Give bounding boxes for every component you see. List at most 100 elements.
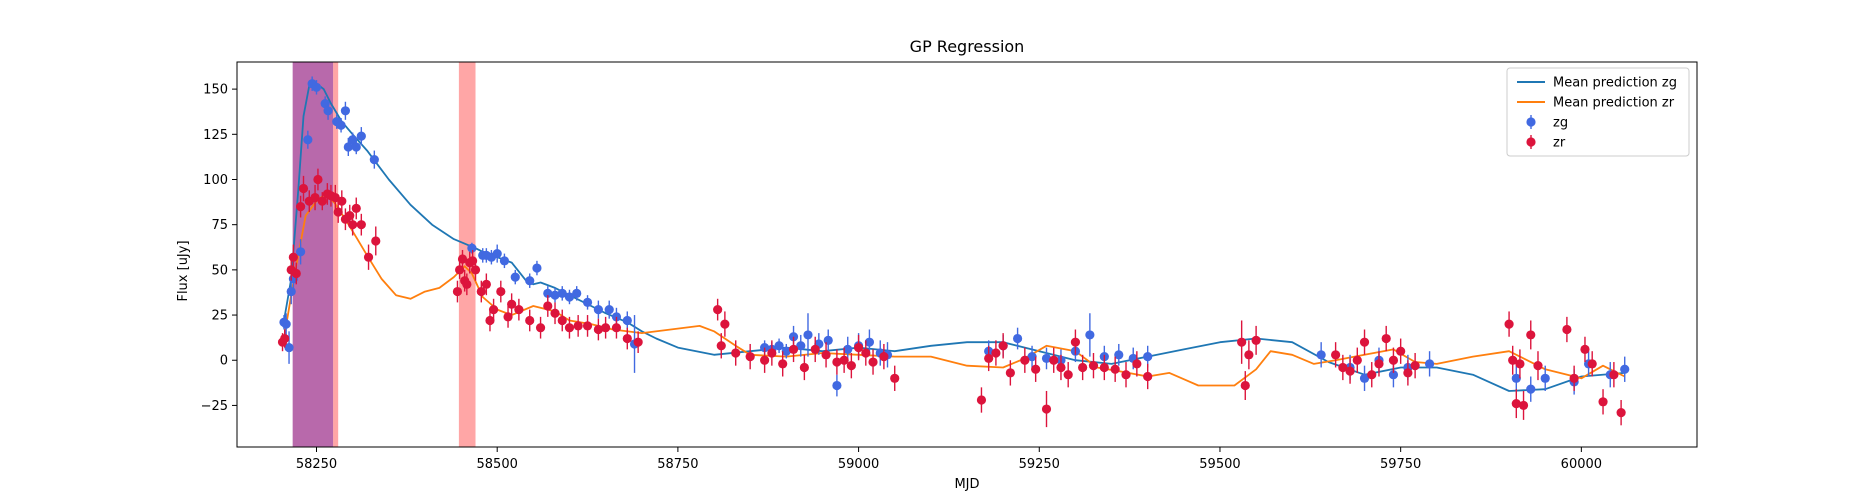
zg-point bbox=[622, 315, 632, 326]
zr-point bbox=[337, 196, 347, 206]
zr-point bbox=[991, 348, 1001, 358]
zr-point bbox=[1381, 333, 1391, 344]
axes: 58250 58500 58750 59000 59250 59500 59750 60000… bbox=[201, 61, 1698, 472]
plot-area bbox=[277, 62, 1630, 447]
zg-point bbox=[843, 344, 853, 354]
zr-point bbox=[485, 315, 495, 326]
zr-point bbox=[976, 395, 987, 405]
zg-point bbox=[296, 247, 306, 257]
zr-point bbox=[557, 315, 567, 326]
zr-point bbox=[1049, 355, 1059, 365]
zg-point bbox=[1526, 384, 1536, 394]
zr-point bbox=[1240, 380, 1250, 391]
mean-prediction-line-zg bbox=[283, 82, 1625, 392]
zr-point bbox=[1587, 359, 1597, 369]
zr-point bbox=[476, 286, 486, 297]
y-tick-label: 150 bbox=[203, 83, 228, 98]
zr-point bbox=[457, 254, 468, 264]
x-axis-label: MJD bbox=[954, 477, 979, 492]
zg-point bbox=[532, 263, 542, 273]
zg-point bbox=[492, 248, 502, 259]
zr-point bbox=[1410, 361, 1420, 371]
y-tick-label: −25 bbox=[201, 399, 228, 414]
x-tick-label: 59250 bbox=[1019, 457, 1060, 472]
points-zg bbox=[279, 76, 1630, 402]
zr-point bbox=[1569, 373, 1579, 383]
zr-point bbox=[633, 337, 643, 347]
y-tick-label: 75 bbox=[211, 218, 228, 233]
legend-point-swatch bbox=[1526, 137, 1536, 147]
zr-point bbox=[1533, 361, 1543, 371]
x-tick-label: 59000 bbox=[838, 457, 879, 472]
zr-point bbox=[356, 220, 366, 230]
zr-point bbox=[1121, 370, 1131, 380]
zr-point bbox=[861, 348, 871, 358]
zr-point bbox=[1345, 366, 1355, 376]
zr-point bbox=[760, 355, 770, 365]
zr-point bbox=[998, 341, 1008, 351]
zr-point bbox=[1609, 370, 1619, 380]
zr-point bbox=[1088, 361, 1099, 371]
zr-point bbox=[452, 286, 463, 297]
zr-point bbox=[1580, 344, 1590, 354]
zr-point bbox=[1244, 350, 1254, 360]
zg-point bbox=[336, 120, 346, 130]
zr-point bbox=[890, 373, 900, 383]
zr-point bbox=[1518, 400, 1529, 411]
zr-point bbox=[1331, 350, 1341, 360]
legend-label: Mean prediction zr bbox=[1553, 96, 1675, 111]
zr-point bbox=[1511, 399, 1521, 409]
zr-point bbox=[593, 324, 603, 335]
x-tick-label: 60000 bbox=[1561, 457, 1602, 472]
zr-point bbox=[1388, 355, 1399, 365]
zr-point bbox=[503, 312, 513, 322]
zr-point bbox=[550, 308, 560, 318]
zg-point bbox=[1620, 364, 1630, 374]
zr-point bbox=[1598, 397, 1608, 407]
zg-point bbox=[1143, 352, 1153, 362]
zr-point bbox=[1251, 335, 1261, 345]
zg-point bbox=[284, 342, 294, 353]
zr-point bbox=[716, 341, 726, 351]
zr-point bbox=[799, 362, 809, 373]
zr-point bbox=[821, 350, 831, 360]
zg-point bbox=[340, 106, 351, 116]
zr-point bbox=[1005, 368, 1015, 378]
zr-point bbox=[496, 286, 506, 297]
x-tick-label: 58750 bbox=[657, 457, 698, 472]
zr-point bbox=[291, 268, 301, 279]
zr-point bbox=[1508, 355, 1518, 365]
highlight-span-1 bbox=[333, 62, 339, 447]
zg-point bbox=[525, 276, 535, 286]
zr-point bbox=[1078, 362, 1088, 373]
zg-point bbox=[572, 288, 582, 298]
zr-point bbox=[313, 174, 323, 185]
zr-point bbox=[1374, 359, 1384, 369]
legend: Mean prediction zg Mean prediction zr zg zr bbox=[1506, 67, 1690, 157]
zg-point bbox=[369, 155, 379, 165]
zr-point bbox=[1099, 362, 1109, 373]
zr-point bbox=[371, 236, 381, 246]
zg-point bbox=[281, 319, 291, 329]
zr-point bbox=[288, 252, 298, 262]
x-tick-label: 58500 bbox=[477, 457, 518, 472]
zg-point bbox=[311, 82, 322, 92]
zr-point bbox=[1359, 337, 1370, 347]
zr-point bbox=[713, 305, 723, 315]
zr-point bbox=[481, 279, 491, 289]
x-tick-label: 59750 bbox=[1380, 457, 1421, 472]
zr-point bbox=[1110, 364, 1120, 374]
zr-point bbox=[622, 333, 632, 344]
zg-point bbox=[467, 243, 477, 253]
zr-point bbox=[1070, 337, 1081, 347]
zr-point bbox=[1616, 408, 1626, 418]
zg-point bbox=[832, 380, 842, 391]
zr-point bbox=[573, 321, 583, 331]
zr-point bbox=[778, 359, 788, 369]
zg-point bbox=[1511, 373, 1521, 383]
zr-point bbox=[1562, 324, 1572, 335]
zr-point bbox=[363, 252, 374, 262]
zr-point bbox=[601, 323, 611, 333]
zg-point bbox=[1027, 352, 1037, 362]
